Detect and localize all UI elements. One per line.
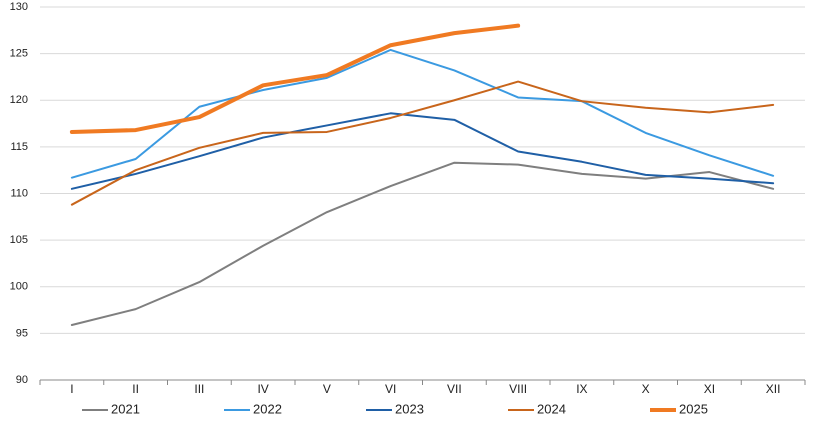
y-tick-label: 105: [10, 234, 28, 246]
x-tick-label: XII: [766, 382, 781, 396]
y-tick-label: 130: [10, 1, 28, 13]
series-line: [70, 80, 775, 206]
x-tick-label: I: [70, 382, 73, 396]
series-line: [70, 161, 775, 326]
series-line: [70, 48, 775, 179]
legend-label: 2022: [253, 401, 282, 416]
x-tick-label: II: [132, 382, 139, 396]
legend-label: 2023: [395, 401, 424, 416]
legend-label: 2021: [111, 401, 140, 416]
y-tick-label: 115: [10, 141, 28, 153]
y-tick-label: 95: [16, 327, 28, 339]
x-tick-label: III: [194, 382, 204, 396]
x-tick-label: X: [642, 382, 650, 396]
series-line: [70, 112, 775, 190]
x-tick-label: VI: [385, 382, 396, 396]
y-tick-label: 125: [10, 48, 28, 60]
y-tick-label: 100: [10, 281, 28, 293]
x-tick-label: IV: [257, 382, 268, 396]
x-tick-label: VII: [447, 382, 462, 396]
x-tick-label: XI: [704, 382, 715, 396]
y-tick-label: 120: [10, 94, 28, 106]
x-tick-label: IX: [576, 382, 587, 396]
y-tick-label: 90: [16, 374, 28, 386]
y-tick-label: 110: [10, 187, 28, 199]
x-tick-label: V: [323, 382, 331, 396]
x-tick-label: VIII: [509, 382, 527, 396]
legend-label: 2025: [679, 401, 708, 416]
legend-label: 2024: [537, 401, 566, 416]
series-line: [69, 23, 521, 134]
